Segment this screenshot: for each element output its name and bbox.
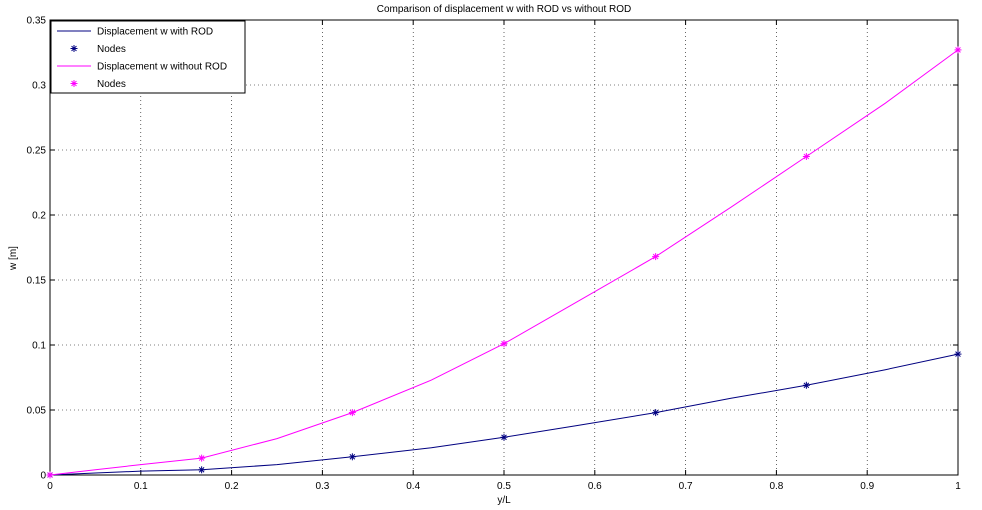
series-line-2 (49, 49, 959, 476)
data-point-marker (46, 471, 54, 479)
chart-title: Comparison of displacement w with ROD vs… (377, 4, 632, 15)
y-tick-label: 0.15 (27, 276, 47, 287)
data-point-marker (198, 454, 206, 462)
marker-stroke (955, 47, 961, 53)
data-point-marker (500, 340, 508, 348)
data-point-marker (198, 466, 206, 474)
axes-box (49, 19, 959, 476)
x-tick-label: 0.3 (315, 481, 329, 492)
x-tick-label: 0 (47, 481, 53, 492)
axes: 0 0.1 0.2 0.3 0.4 0.5 0.6 0.7 0.8 0.9 1 0 0.05 0.1 0.1… (27, 16, 962, 493)
marker-stroke (198, 466, 205, 473)
x-tick-label: 0.5 (497, 481, 511, 492)
legend-label: Nodes (97, 79, 126, 90)
marker-stroke (71, 80, 77, 87)
data-point-marker (802, 153, 810, 160)
legend: Displacement w with ROD Nodes Displacement… (50, 20, 246, 94)
marker-stroke (71, 45, 77, 52)
x-tick-label: 0.1 (134, 481, 148, 492)
data-point-marker (954, 350, 962, 358)
data-point-marker (802, 381, 810, 389)
data-point-marker (954, 46, 962, 54)
legend-label: Nodes (97, 44, 126, 55)
x-tick-label: 0.8 (769, 481, 783, 492)
data-point-marker (652, 253, 660, 261)
grid (50, 20, 958, 475)
data-point-marker (652, 409, 660, 417)
marker-stroke (198, 455, 205, 461)
y-tick-label: 0.25 (27, 146, 47, 157)
x-tick-label: 1 (955, 481, 961, 492)
x-axis-title: y/L (497, 495, 511, 506)
marker-stroke (955, 351, 961, 357)
marker-stroke (652, 409, 659, 416)
plot-area (50, 20, 958, 475)
marker-stroke (349, 453, 356, 460)
legend-marker-swatch (70, 45, 78, 52)
series-line-0 (49, 353, 959, 476)
marker-stroke (501, 340, 507, 347)
marker-stroke (501, 434, 507, 441)
marker-stroke (803, 153, 810, 160)
series-group (46, 46, 962, 479)
y-axis-title: w [m] (8, 246, 19, 271)
marker-stroke (803, 382, 810, 389)
x-tick-label: 0.6 (588, 481, 602, 492)
y-tick-label: 0 (40, 471, 46, 482)
x-tick-label: 0.4 (406, 481, 420, 492)
marker-stroke (47, 472, 53, 478)
y-tick-label: 0.1 (32, 341, 46, 352)
legend-label: Displacement w with ROD (97, 27, 213, 38)
y-tick-label: 0.05 (27, 406, 47, 417)
data-point-marker (500, 433, 508, 441)
x-tick-label: 0.9 (860, 481, 874, 492)
legend-marker-swatch (70, 80, 78, 87)
x-tick-label: 0.7 (679, 481, 693, 492)
legend-label: Displacement w without ROD (97, 62, 227, 73)
y-tick-label: 0.35 (27, 16, 47, 27)
legend-box (50, 20, 246, 94)
data-point-marker (348, 453, 356, 461)
data-point-marker (348, 409, 356, 417)
y-tick-label: 0.3 (32, 81, 46, 92)
marker-stroke (652, 253, 659, 260)
marker-stroke (349, 409, 356, 416)
x-tick-label: 0.2 (225, 481, 239, 492)
y-tick-label: 0.2 (32, 211, 46, 222)
